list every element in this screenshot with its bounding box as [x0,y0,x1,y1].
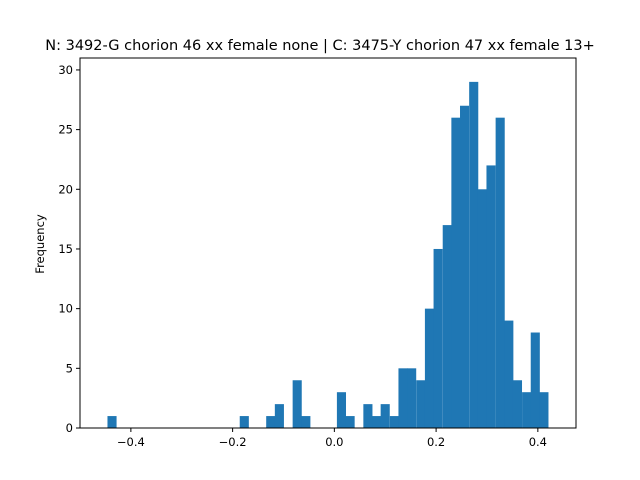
histogram-bar [512,380,523,428]
histogram-bar [398,368,408,428]
histogram-bar [389,416,399,428]
y-tick-label: 5 [66,361,73,375]
x-tick-label: 0.2 [427,435,445,449]
x-tick-label: 0.0 [325,435,343,449]
histogram-bar [239,416,249,428]
histogram-bar [486,165,496,428]
histogram-bar [451,117,461,428]
histogram-bar [469,81,479,428]
histogram-bar [539,392,549,428]
y-tick-label: 30 [58,63,73,77]
x-tick-label: −0.4 [117,435,145,449]
histogram-bar [504,320,514,428]
histogram-bar [274,404,284,428]
y-axis-label: Frequency [33,214,47,274]
histogram-bar [345,416,355,428]
histogram-bar [380,404,390,428]
histogram-bar [107,416,117,428]
histogram-bar [424,308,435,428]
histogram-bar [292,380,302,428]
y-tick-label: 20 [58,182,73,196]
histogram-bar [495,117,505,428]
histogram-bar [433,248,443,428]
y-tick-label: 25 [58,123,73,137]
y-axis-ticks: 0 5 10 15 20 25 30 [58,63,80,435]
histogram-bar [363,404,373,428]
plot-frame [79,57,577,429]
histogram-bar [442,225,452,428]
histogram-bar [416,380,426,428]
histogram-bar [530,332,540,428]
histogram-bar [460,105,470,428]
histogram-bar [301,416,311,428]
histogram-bar [407,368,417,428]
chart-title: N: 3492-G chorion 46 xx female none | C:… [45,38,594,54]
histogram-bar [477,189,487,428]
x-tick-label: −0.2 [219,435,247,449]
x-axis-ticks: −0.4 −0.2 0.0 0.2 0.4 [117,428,547,449]
histogram-bar [266,416,276,428]
histogram-bar [336,392,347,428]
histogram-bar [522,392,532,428]
histogram-bar [372,416,382,428]
x-tick-label: 0.4 [529,435,547,449]
y-tick-label: 10 [58,302,73,316]
histogram-bars [107,81,549,428]
y-tick-label: 0 [66,421,73,435]
y-tick-label: 15 [58,242,73,256]
